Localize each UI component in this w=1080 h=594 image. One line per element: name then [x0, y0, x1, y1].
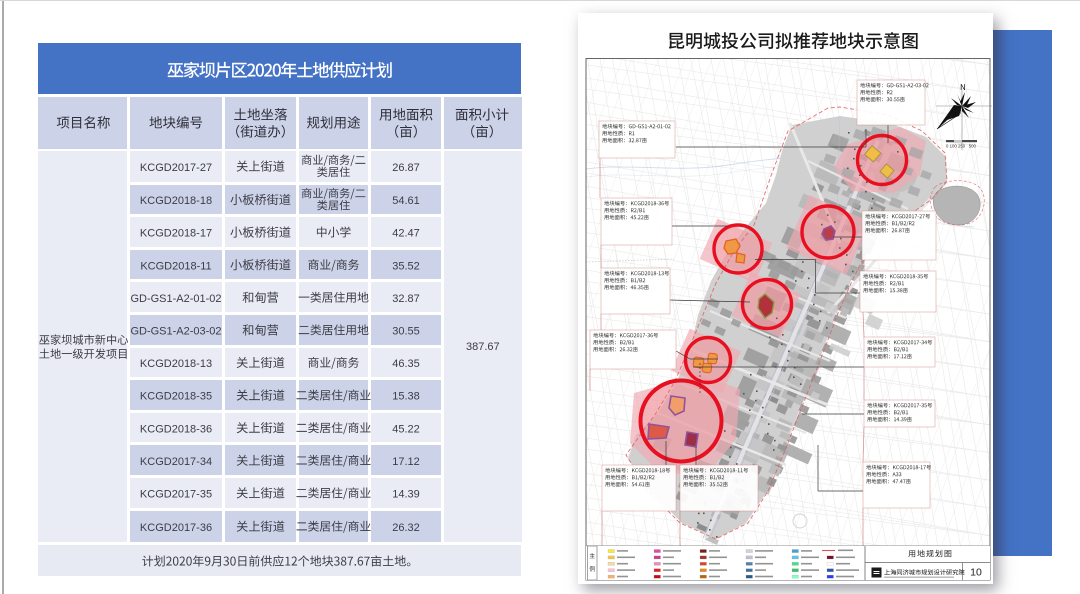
svg-text:KCGD2018-36: KCGD2018-36 [140, 423, 212, 435]
svg-text:26.32: 26.32 [392, 522, 420, 534]
svg-text:26.87: 26.87 [392, 162, 420, 174]
svg-text:KCGD2018-11: KCGD2018-11 [140, 260, 211, 272]
svg-text:35.52: 35.52 [392, 260, 420, 272]
svg-text:387.67: 387.67 [466, 341, 500, 353]
svg-text:45.22: 45.22 [392, 423, 420, 435]
svg-text:KCGD2018-18: KCGD2018-18 [140, 195, 212, 207]
svg-text:KCGD2018-35: KCGD2018-35 [140, 391, 212, 403]
svg-text:42.47: 42.47 [392, 228, 420, 240]
svg-text:KCGD2017-35: KCGD2017-35 [140, 489, 212, 501]
svg-text:KCGD2018-13: KCGD2018-13 [140, 358, 212, 370]
svg-text:GD-GS1-A2-03-02: GD-GS1-A2-03-02 [130, 326, 221, 338]
svg-text:KCGD2017-34: KCGD2017-34 [140, 456, 212, 468]
svg-text:54.61: 54.61 [392, 195, 420, 207]
svg-text:GD-GS1-A2-01-02: GD-GS1-A2-01-02 [130, 293, 221, 305]
svg-text:17.12: 17.12 [392, 456, 420, 468]
svg-text:KCGD2018-17: KCGD2018-17 [140, 228, 212, 240]
svg-text:0 100 250 500: 0 100 250 500 [946, 144, 976, 149]
svg-text:14.39: 14.39 [392, 489, 420, 501]
svg-text:KCGD2017-27: KCGD2017-27 [140, 162, 212, 174]
svg-text:32.87: 32.87 [392, 293, 420, 305]
svg-text:30.55: 30.55 [392, 326, 420, 338]
svg-text:10: 10 [970, 567, 982, 579]
svg-text:KCGD2017-36: KCGD2017-36 [140, 522, 212, 534]
svg-text:46.35: 46.35 [392, 358, 420, 370]
svg-text:15.38: 15.38 [392, 391, 420, 403]
